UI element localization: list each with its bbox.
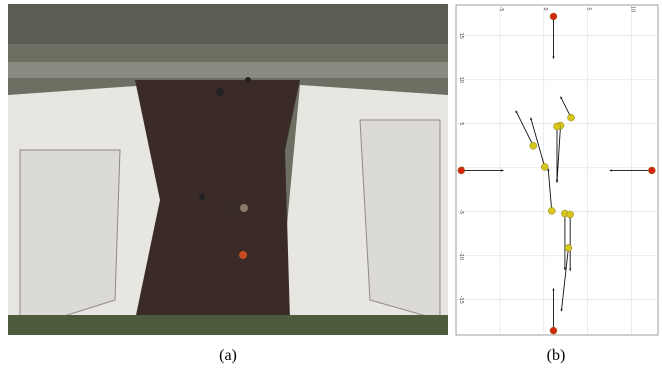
arrow-head xyxy=(568,268,572,271)
caption: (a) xyxy=(219,347,237,364)
arrow-head xyxy=(530,117,533,121)
point xyxy=(567,113,575,122)
point xyxy=(457,166,466,175)
y-tick-label: 15 xyxy=(458,33,464,39)
arrow-head xyxy=(552,288,555,291)
point xyxy=(566,210,574,219)
point xyxy=(549,326,558,335)
arrow-head xyxy=(515,110,518,114)
point xyxy=(549,12,558,21)
point xyxy=(529,142,538,150)
arrow-head xyxy=(560,96,563,100)
arrow-head xyxy=(501,169,504,172)
photo xyxy=(8,4,448,335)
point xyxy=(648,166,656,175)
x-tick-label: -5 xyxy=(498,7,504,12)
velocity-arrow xyxy=(556,125,561,182)
arrow-head xyxy=(555,180,559,183)
y-tick-label: -5 xyxy=(458,209,464,214)
arrow-head xyxy=(609,169,612,172)
arrow-head xyxy=(563,267,567,270)
point xyxy=(553,122,561,131)
caption: (b) xyxy=(547,347,566,364)
arrow-head xyxy=(560,308,563,312)
velocity-arrow xyxy=(515,110,534,147)
velocity-arrow xyxy=(560,96,572,118)
arrow-head xyxy=(547,168,550,171)
y-tick-label: 10 xyxy=(458,77,464,83)
y-tick-label: 5 xyxy=(458,122,464,125)
x-tick-label: 0 xyxy=(542,7,548,10)
point xyxy=(564,244,573,252)
point xyxy=(547,207,556,215)
x-tick-label: 10 xyxy=(630,6,636,12)
y-tick-label: -10 xyxy=(458,252,464,260)
point xyxy=(540,163,549,171)
arrow-head xyxy=(552,56,555,59)
velocity-arrow xyxy=(547,168,553,211)
velocity-arrow xyxy=(530,117,546,168)
plot: -50510151050-5-10-15 xyxy=(456,5,658,335)
y-tick-label: -15 xyxy=(458,296,464,304)
velocity-arrow xyxy=(560,247,569,312)
x-tick-label: 5 xyxy=(586,7,592,10)
